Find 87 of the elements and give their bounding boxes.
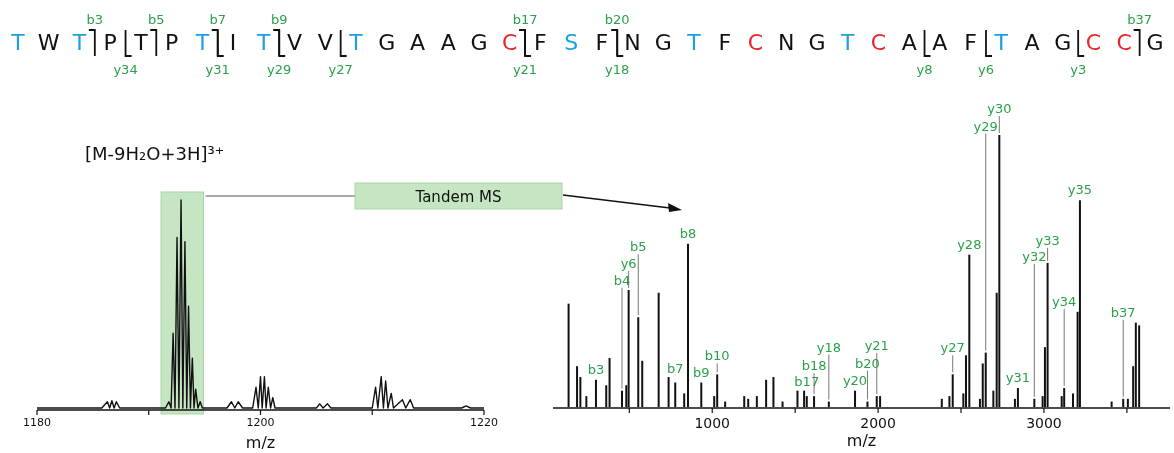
category-label: G [808, 30, 826, 55]
category-label: P [165, 30, 179, 55]
x-tick-label: 1220 [470, 416, 498, 429]
data-label: y21 [512, 62, 538, 77]
annotation: b8 [679, 225, 697, 241]
data-label: y18 [605, 62, 630, 77]
annotation: y29 [973, 118, 998, 134]
category-label: T [71, 30, 87, 55]
annotation: y6 [620, 256, 637, 272]
x-tick-label: 1000 [694, 415, 731, 431]
annotation: b3 [587, 361, 605, 377]
category-label: F [534, 30, 547, 55]
x-tick-label: 1180 [23, 416, 51, 429]
category-label: C [1085, 30, 1102, 55]
category-label: T [993, 30, 1009, 55]
annotation: y35 [1067, 182, 1093, 198]
category-label: F [964, 30, 977, 55]
data-label: b5 [148, 12, 165, 27]
annotation: b9 [693, 364, 710, 380]
annotation: y34 [1052, 293, 1077, 309]
annotation: y18 [816, 339, 841, 355]
annotation: y27 [940, 340, 965, 356]
annotation: b7 [666, 360, 684, 376]
data-label: b9 [270, 12, 288, 27]
category-label: A [1024, 30, 1040, 55]
category-label: C [870, 30, 887, 55]
category-label: G [654, 30, 672, 55]
data-label: b20 [604, 12, 630, 27]
category-label: T [10, 30, 26, 55]
x-tick-label: 1200 [246, 416, 275, 429]
category-label: T [194, 30, 210, 55]
annotation: y33 [1035, 232, 1060, 248]
data-label: b17 [512, 12, 538, 27]
category-label: G [1146, 30, 1164, 55]
category-label: F [595, 30, 609, 55]
annotation: b10 [704, 348, 730, 364]
data-label: y29 [267, 62, 292, 77]
category-label: G [470, 30, 488, 55]
category-label: T [133, 30, 149, 55]
annotation: b5 [629, 239, 647, 255]
annotation: y31 [1005, 369, 1031, 385]
annotation: y30 [987, 101, 1012, 116]
data-label: y31 [205, 62, 230, 77]
data-label: y6 [978, 62, 994, 77]
category-label: F [718, 30, 732, 55]
category-label: P [103, 30, 117, 55]
data-label: y27 [328, 62, 353, 77]
x-axis-title: m/z [245, 433, 276, 452]
category-label: G [1054, 30, 1072, 55]
annotation: y20 [842, 372, 868, 388]
annotation: y32 [1022, 248, 1047, 264]
data-label: b7 [209, 12, 227, 27]
category-label: G [378, 30, 396, 55]
data-label: y34 [113, 62, 138, 77]
annotation: Tandem MS [414, 188, 502, 206]
data-label: y8 [916, 62, 933, 77]
data-label: b37 [1127, 12, 1153, 27]
category-label: V [287, 30, 303, 55]
category-label: T [256, 30, 272, 55]
x-tick-label: 3000 [1026, 415, 1062, 431]
category-label: S [564, 30, 579, 55]
data-label: y3 [1070, 62, 1087, 77]
category-label: I [229, 30, 237, 55]
annotation: b18 [801, 358, 827, 374]
annotation: b17 [794, 374, 820, 390]
category-label: T [348, 30, 364, 55]
category-label: A [901, 30, 917, 55]
category-label: T [686, 30, 702, 55]
category-label: A [440, 30, 456, 55]
x-tick-label: 2000 [860, 415, 896, 431]
x-axis-title: m/z [846, 431, 877, 450]
category-label: N [624, 30, 641, 55]
annotation: y21 [864, 338, 889, 354]
category-label: C [1116, 30, 1132, 55]
category-label: V [317, 30, 333, 55]
category-label: A [932, 30, 948, 55]
chart-title: [M-9H₂O+3H]³⁺ [85, 143, 225, 164]
category-label: N [778, 30, 795, 55]
category-label: C [747, 30, 764, 55]
annotation: y28 [957, 236, 982, 252]
data-label: b3 [86, 12, 104, 27]
category-label: T [839, 30, 855, 55]
annotation: b20 [855, 355, 880, 371]
annotation: b37 [1110, 304, 1136, 320]
category-label: W [37, 30, 60, 55]
category-label: A [409, 30, 426, 55]
category-label: C [501, 30, 518, 55]
